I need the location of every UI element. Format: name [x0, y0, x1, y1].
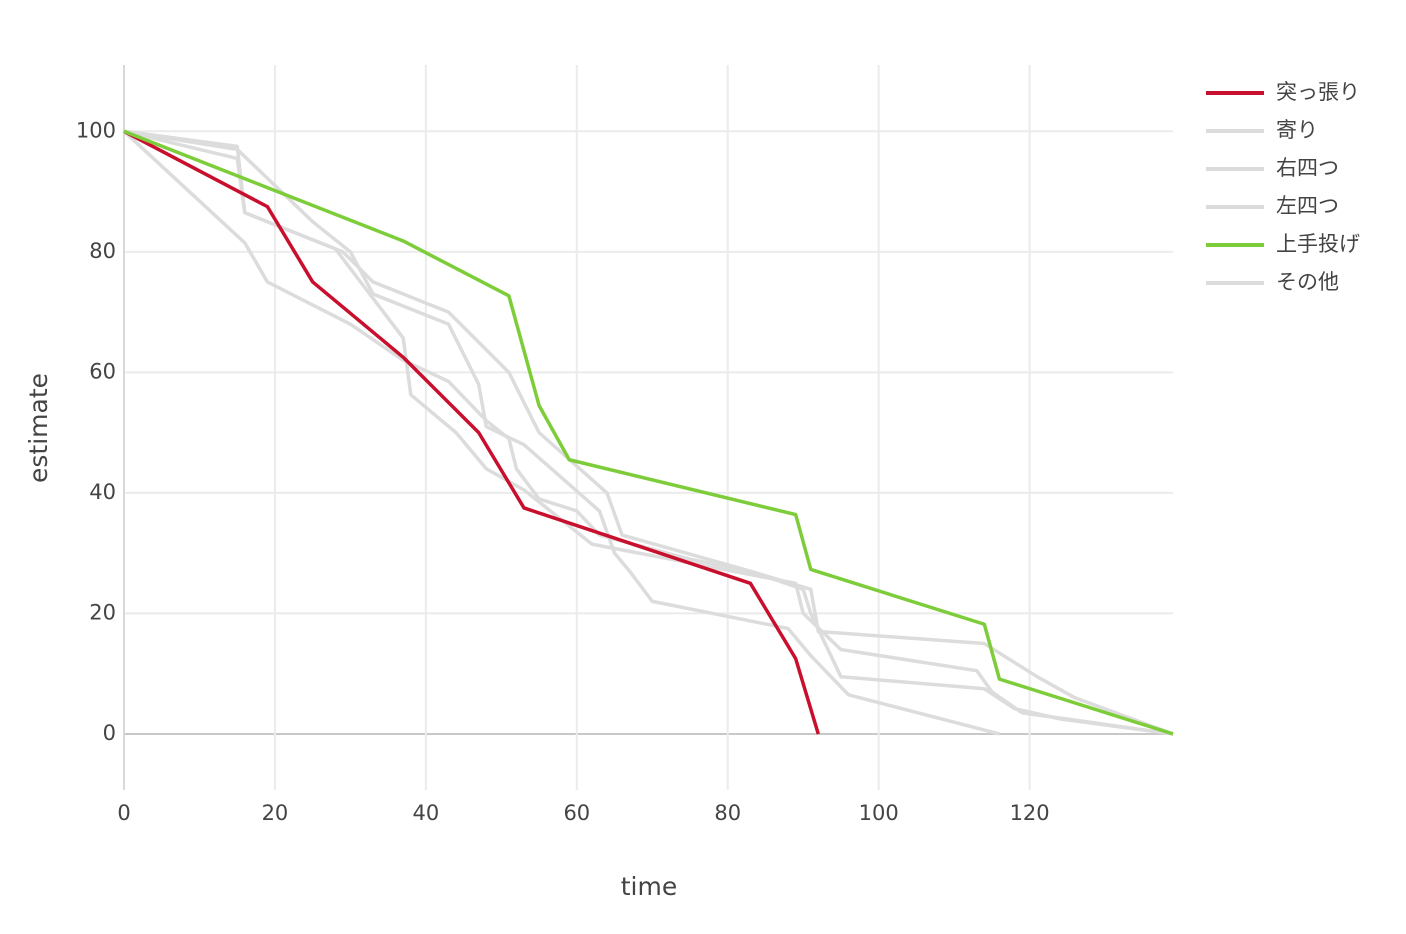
legend-label: その他 — [1276, 270, 1339, 294]
x-tick-label: 40 — [413, 801, 440, 825]
y-tick-label: 60 — [89, 359, 116, 383]
x-tick-label: 80 — [714, 801, 741, 825]
series-line — [123, 129, 1000, 736]
legend-label: 上手投げ — [1276, 232, 1360, 256]
legend-label: 突っ張り — [1276, 80, 1360, 104]
series-line — [123, 129, 1174, 736]
y-tick-label: 20 — [89, 600, 116, 624]
x-axis-title: time — [621, 872, 677, 901]
x-tick-label: 120 — [1010, 801, 1050, 825]
series-line — [122, 130, 1174, 736]
series-line — [123, 129, 1174, 736]
series-line — [123, 129, 1174, 736]
x-tick-label: 20 — [262, 801, 289, 825]
legend-label: 右四つ — [1276, 156, 1339, 180]
x-tick-label: 100 — [859, 801, 899, 825]
series-line — [123, 129, 820, 735]
y-tick-label: 80 — [89, 239, 116, 263]
y-tick-label: 0 — [103, 721, 116, 745]
y-axis-title: estimate — [24, 373, 53, 483]
y-tick-label: 100 — [76, 118, 116, 142]
x-tick-label: 60 — [563, 801, 590, 825]
legend-label: 左四つ — [1276, 194, 1339, 218]
x-tick-label: 0 — [117, 801, 130, 825]
legend-label: 寄り — [1276, 118, 1318, 142]
y-tick-label: 40 — [89, 480, 116, 504]
